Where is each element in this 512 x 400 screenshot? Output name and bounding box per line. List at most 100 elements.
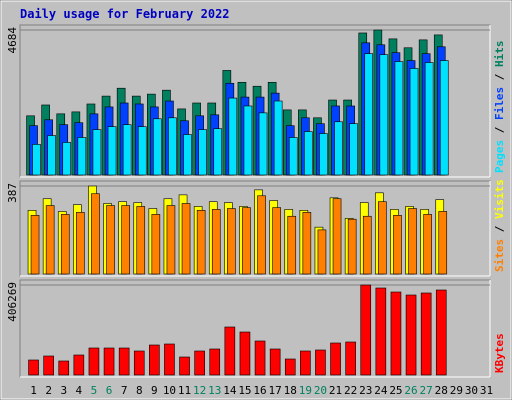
bar <box>153 118 162 176</box>
bar <box>164 343 175 376</box>
bar <box>30 215 40 275</box>
x-tick-label: 14 <box>223 384 237 397</box>
x-tick-label: 10 <box>163 384 176 397</box>
bar <box>228 97 238 176</box>
bar <box>179 356 190 376</box>
bar <box>88 347 100 376</box>
y-tick-label: 4684 <box>6 27 19 54</box>
x-tick-label: 11 <box>178 384 191 397</box>
bar <box>58 360 70 376</box>
bar <box>196 210 206 275</box>
legend: Sites / Visits <box>493 179 506 272</box>
x-tick-label: 23 <box>359 384 372 397</box>
bar <box>133 350 145 376</box>
bar <box>151 214 161 275</box>
x-tick-label: 20 <box>314 384 327 397</box>
y-tick-label: 406269 <box>6 282 19 322</box>
x-tick-label: 6 <box>106 384 113 397</box>
bar <box>103 347 115 376</box>
x-tick-label: 9 <box>151 384 158 397</box>
bar <box>284 358 296 376</box>
bar <box>257 195 266 275</box>
bar <box>106 205 115 275</box>
bar <box>347 218 357 275</box>
bar <box>60 214 70 275</box>
bar <box>209 348 221 376</box>
bar <box>390 291 402 376</box>
bar <box>243 105 253 176</box>
x-tick-label: 24 <box>374 384 388 397</box>
legend-entry: KBytes <box>493 333 506 373</box>
bar <box>405 294 417 376</box>
bar <box>183 134 192 176</box>
x-tick-label: 15 <box>238 384 251 397</box>
bar <box>91 193 100 275</box>
bar <box>360 284 372 376</box>
bar <box>227 208 236 275</box>
bar <box>408 208 417 275</box>
x-tick-label: 16 <box>253 384 266 397</box>
x-tick-label: 4 <box>76 384 83 397</box>
x-tick-label: 12 <box>193 384 206 397</box>
bar <box>287 215 297 275</box>
bar <box>345 341 356 376</box>
y-tick-label: 387 <box>6 183 19 203</box>
bar <box>439 60 449 176</box>
legend: KBytes <box>493 333 506 373</box>
bar <box>393 215 402 275</box>
legend-separator: / <box>493 219 506 239</box>
bar <box>424 62 434 176</box>
x-tick-label: 18 <box>284 384 297 397</box>
x-tick-label: 19 <box>299 384 312 397</box>
bar <box>378 201 387 275</box>
bar <box>62 142 72 176</box>
bar <box>334 121 343 176</box>
legend-entry: Visits <box>493 179 506 219</box>
bar <box>349 123 358 176</box>
bar <box>239 331 251 376</box>
x-tick-label: 22 <box>344 384 357 397</box>
bar <box>300 350 311 376</box>
bar <box>181 203 191 275</box>
bar <box>136 206 146 275</box>
legend: Pages / Files / Hits <box>493 41 506 174</box>
bar <box>32 144 41 176</box>
legend-separator: / <box>493 67 506 87</box>
x-tick-label: 21 <box>329 384 342 397</box>
x-tick-label: 13 <box>208 384 221 397</box>
bar <box>409 68 419 176</box>
x-tick-label: 5 <box>91 384 98 397</box>
x-tick-label: 8 <box>136 384 143 397</box>
x-tick-label: 28 <box>435 384 448 397</box>
bar <box>435 289 447 376</box>
bar <box>438 211 448 275</box>
legend-entry: Pages <box>493 140 506 173</box>
bar <box>149 344 160 376</box>
bar <box>92 129 102 176</box>
bar <box>194 350 205 376</box>
bar <box>45 205 55 275</box>
x-tick-label: 29 <box>450 384 463 397</box>
x-tick-label: 31 <box>480 384 493 397</box>
bar <box>213 128 223 176</box>
x-tick-label: 3 <box>60 384 67 397</box>
bar <box>198 129 207 176</box>
bar <box>168 117 177 176</box>
bar <box>224 326 236 376</box>
bar <box>122 124 132 176</box>
bar <box>242 207 251 275</box>
bar <box>317 229 327 275</box>
bar <box>362 215 372 275</box>
bar <box>166 205 176 275</box>
bar <box>211 209 221 275</box>
legend-separator: / <box>493 120 506 140</box>
bar <box>121 205 130 275</box>
x-tick-label: 25 <box>389 384 402 397</box>
bar <box>73 354 85 376</box>
bar <box>304 131 313 176</box>
bar <box>47 135 56 176</box>
x-tick-label: 2 <box>45 384 52 397</box>
legend-entry: Sites <box>493 239 506 272</box>
